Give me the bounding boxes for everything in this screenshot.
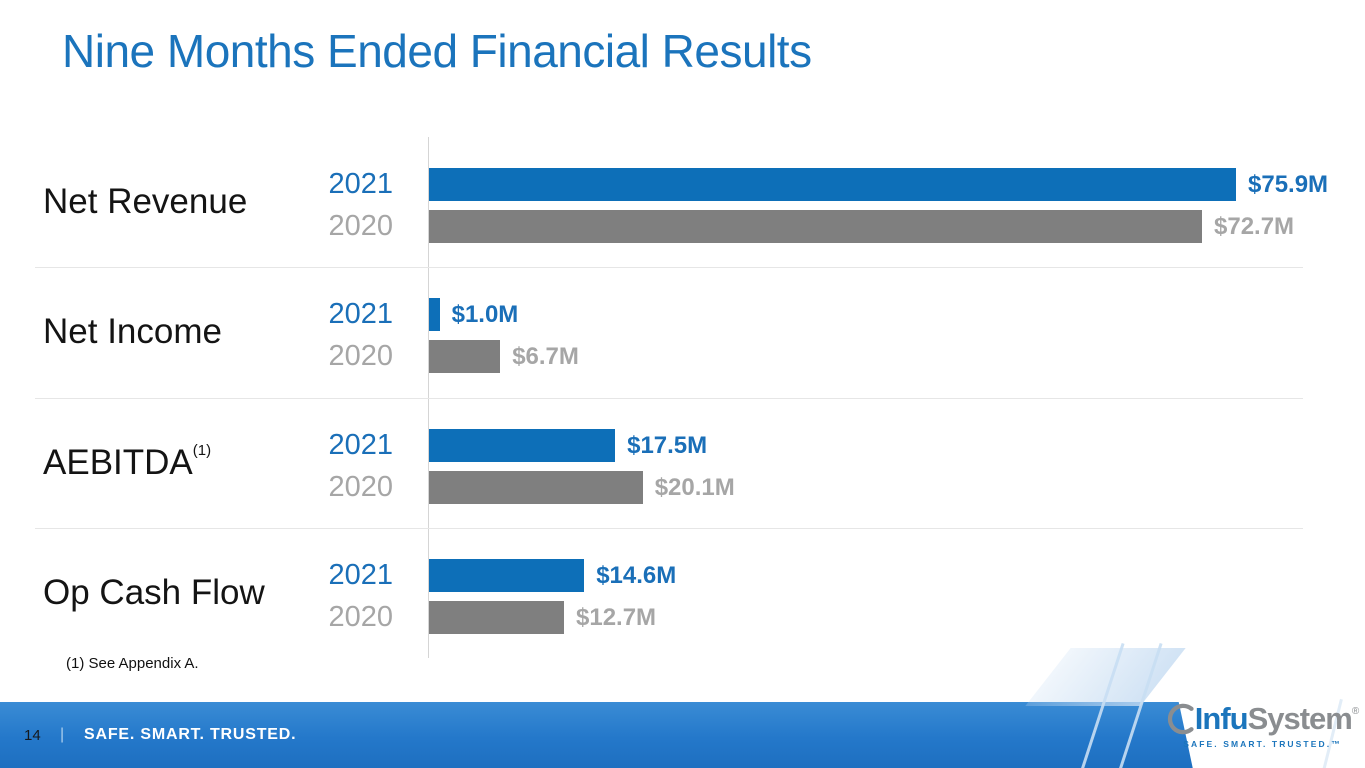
bar-line-2020: 2020 $72.7M (0, 210, 1294, 243)
value-label-2021-op-cash-flow: $14.6M (596, 561, 677, 589)
bar-2021-aebitda (429, 429, 616, 462)
value-label-2020-op-cash-flow: $12.7M (576, 603, 657, 631)
year-label-2021: 2021 (328, 168, 393, 200)
footnote: (1) See Appendix A. (66, 655, 199, 672)
metric-superscript: (1) (192, 441, 212, 459)
bar-2021-net-revenue (429, 168, 1236, 201)
infusystem-logo: Infu System ® SAFE. SMART. TRUSTED.™ (1167, 701, 1359, 749)
row-divider (35, 398, 1303, 399)
bar-2020-net-revenue (429, 210, 1202, 243)
bar-2021-net-income (429, 298, 440, 331)
bar-line-2020: 2020 $20.1M (0, 471, 735, 504)
financial-results-chart: Net Revenue 2021 $75.9M 2020 $72.7M Net … (0, 137, 1365, 658)
metric-label-aebitda: AEBITDA (1) (43, 398, 211, 528)
slide-title: Nine Months Ended Financial Results (62, 25, 812, 77)
year-label-2020: 2020 (328, 210, 393, 242)
year-label-2021: 2021 (328, 559, 393, 591)
year-label-2020: 2020 (328, 601, 393, 633)
bar-2020-aebitda (429, 471, 643, 504)
metric-text: Op Cash Flow (43, 573, 265, 612)
logo-wordmark: Infu System ® (1166, 701, 1359, 737)
metric-row-aebitda: AEBITDA (1) 2021 $17.5M 2020 $20.1M (0, 398, 1365, 528)
value-label-2021-net-income: $1.0M (451, 300, 519, 328)
value-label-2020-net-income: $6.7M (512, 342, 579, 370)
bar-line-2021: 2021 $75.9M (0, 168, 1328, 201)
metric-row-net-revenue: Net Revenue 2021 $75.9M 2020 $72.7M (0, 137, 1365, 267)
row-divider (35, 528, 1303, 529)
row-divider (35, 267, 1303, 268)
bar-line-2021: 2021 $1.0M (0, 298, 518, 331)
metric-text: Net Income (43, 312, 222, 351)
value-label-2021-aebitda: $17.5M (627, 431, 708, 459)
metric-label-net-revenue: Net Revenue (43, 137, 247, 267)
footer-tagline: SAFE. SMART. TRUSTED. (84, 726, 297, 743)
bar-line-2021: 2021 $14.6M (0, 559, 676, 592)
metric-row-op-cash-flow: Op Cash Flow 2021 $14.6M 2020 $12.7M (0, 528, 1365, 658)
page-number: 14 (24, 726, 41, 744)
logo-tagline: SAFE. SMART. TRUSTED.™ (1183, 739, 1342, 749)
bar-2020-op-cash-flow (429, 601, 564, 634)
bar-2021-op-cash-flow (429, 559, 585, 592)
bar-line-2020: 2020 $12.7M (0, 601, 656, 634)
bar-line-2020: 2020 $6.7M (0, 340, 579, 373)
logo-text-system: System (1247, 701, 1353, 736)
year-label-2020: 2020 (328, 340, 393, 372)
year-label-2020: 2020 (328, 471, 393, 503)
logo-text-infu: Infu (1194, 701, 1249, 736)
value-label-2020-aebitda: $20.1M (654, 473, 735, 501)
value-label-2021-net-revenue: $75.9M (1248, 170, 1329, 198)
metric-text: Net Revenue (43, 182, 248, 221)
chart-baseline-axis (428, 137, 429, 658)
bar-2020-net-income (429, 340, 501, 373)
logo-arc-icon (1167, 703, 1194, 735)
registered-mark: ® (1351, 706, 1360, 717)
year-label-2021: 2021 (328, 429, 393, 461)
value-label-2020-net-revenue: $72.7M (1214, 212, 1295, 240)
metric-row-net-income: Net Income 2021 $1.0M 2020 $6.7M (0, 267, 1365, 397)
metric-text: AEBITDA (43, 443, 193, 482)
footer-divider: | (60, 726, 65, 743)
metric-label-net-income: Net Income (43, 267, 222, 397)
metric-label-op-cash-flow: Op Cash Flow (43, 528, 265, 658)
footer-bar: 14 | SAFE. SMART. TRUSTED. (0, 702, 1365, 768)
bar-line-2021: 2021 $17.5M (0, 429, 707, 462)
year-label-2021: 2021 (328, 298, 393, 330)
